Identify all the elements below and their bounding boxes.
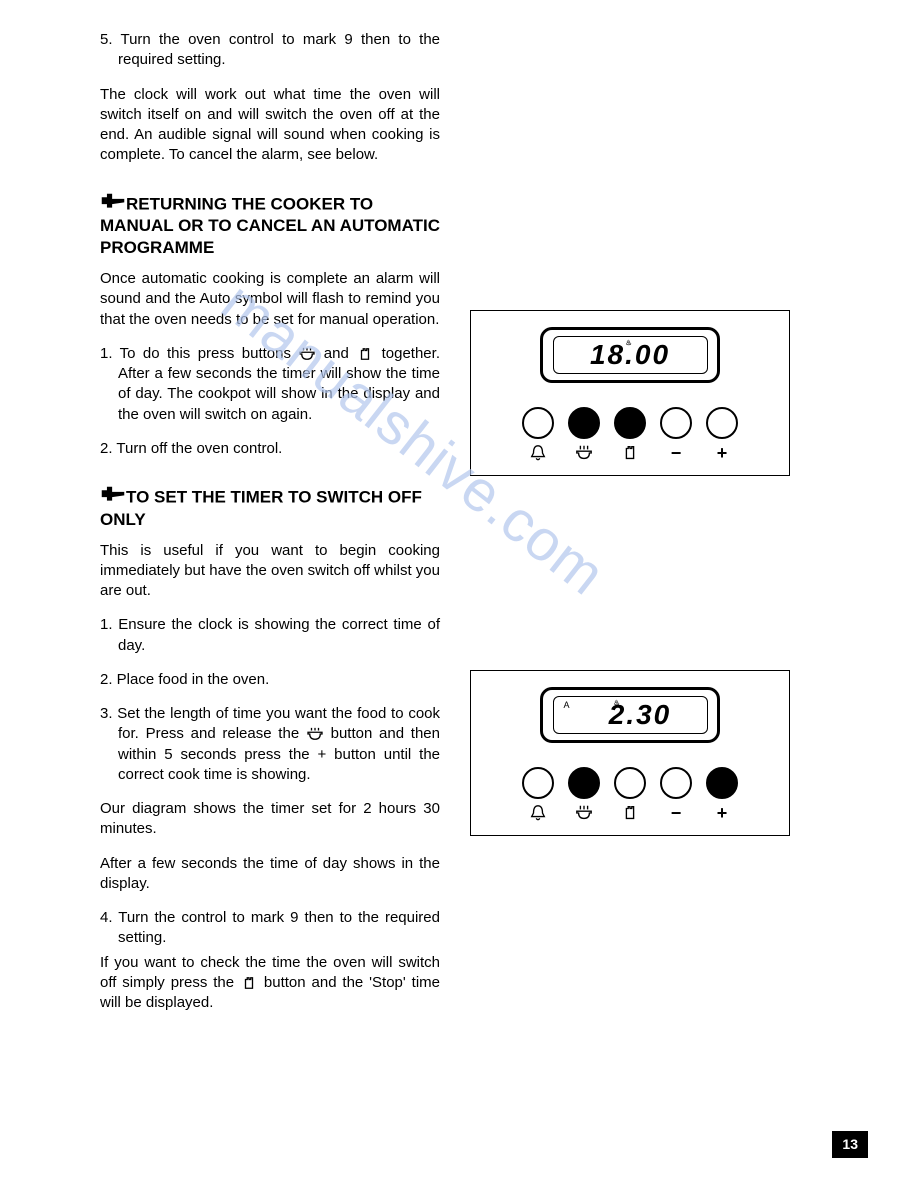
section2-step1: 1. Ensure the clock is showing the corre…: [100, 615, 440, 656]
lcd-indicator-2: ♨: [614, 699, 622, 708]
pot-icon: [568, 443, 600, 463]
stop-hand-icon: [614, 803, 646, 823]
section2-step3: 3. Set the length of time you want the f…: [100, 704, 440, 785]
timer-panel-2-wrap: A ♨ 2.30 − +: [470, 670, 790, 836]
pot-icon: [568, 803, 600, 823]
section2-step2: 2. Place food in the oven.: [100, 670, 440, 690]
pot-icon: [306, 727, 324, 741]
lcd-indicator-1: ♨: [626, 339, 634, 348]
lcd-frame-1: ♨ 18.00: [540, 327, 720, 383]
page-number: 13: [832, 1131, 868, 1158]
timer-panel-2: A ♨ 2.30 − +: [470, 670, 790, 836]
section2-after: After a few seconds the time of day show…: [100, 854, 440, 895]
timer1-btn-pot: [568, 407, 600, 439]
lcd-display-1: ♨ 18.00: [553, 336, 708, 374]
heading-returning: RETURNING THE COOKER TO MANUAL OR TO CAN…: [100, 192, 440, 260]
timer-panel-1: ♨ 18.00 − +: [470, 310, 790, 476]
pointing-hand-icon: [100, 192, 126, 209]
timer1-btn-stop: [614, 407, 646, 439]
label-row-1: − +: [483, 443, 777, 463]
timer1-btn-plus: [706, 407, 738, 439]
section2-diagram-note: Our diagram shows the timer set for 2 ho…: [100, 799, 440, 840]
step1-text-a: 1. To do this press buttons: [100, 345, 298, 362]
timer-panel-1-wrap: ♨ 18.00 − +: [470, 310, 790, 476]
intro-step5: 5. Turn the oven control to mark 9 then …: [100, 30, 440, 71]
step1-text-b: and: [316, 345, 356, 362]
lcd-frame-2: A ♨ 2.30: [540, 687, 720, 743]
timer2-btn-stop: [614, 767, 646, 799]
plus-icon: +: [706, 803, 738, 823]
heading-timer-off-text: TO SET THE TIMER TO SWITCH OFF ONLY: [100, 487, 422, 528]
bell-icon: [522, 803, 554, 823]
section1-step1: 1. To do this press buttons and together…: [100, 344, 440, 425]
page-content: 5. Turn the oven control to mark 9 then …: [0, 0, 918, 1057]
heading-timer-off: TO SET THE TIMER TO SWITCH OFF ONLY: [100, 485, 440, 531]
button-row-2: [483, 767, 777, 799]
left-column: 5. Turn the oven control to mark 9 then …: [100, 30, 440, 1027]
timer1-btn-minus: [660, 407, 692, 439]
minus-icon: −: [660, 443, 692, 463]
heading-returning-text: RETURNING THE COOKER TO MANUAL OR TO CAN…: [100, 194, 440, 257]
label-row-2: − +: [483, 803, 777, 823]
section2-para: This is useful if you want to begin cook…: [100, 541, 440, 602]
stop-hand-icon: [356, 347, 374, 361]
timer1-btn-bell: [522, 407, 554, 439]
timer2-btn-minus: [660, 767, 692, 799]
stop-hand-icon: [614, 443, 646, 463]
timer2-btn-pot: [568, 767, 600, 799]
timer2-btn-plus: [706, 767, 738, 799]
minus-icon: −: [660, 803, 692, 823]
section1-para: Once automatic cooking is complete an al…: [100, 269, 440, 330]
section1-step2: 2. Turn off the oven control.: [100, 439, 440, 459]
pointing-hand-icon: [100, 485, 126, 502]
lcd-auto-indicator: A: [564, 699, 572, 711]
section2-step4: 4. Turn the control to mark 9 then to th…: [100, 908, 440, 949]
lcd-display-2: A ♨ 2.30: [553, 696, 708, 734]
stop-hand-icon: [240, 976, 258, 990]
section2-check: If you want to check the time the oven w…: [100, 953, 440, 1014]
intro-para: The clock will work out what time the ov…: [100, 85, 440, 166]
bell-icon: [522, 443, 554, 463]
lcd-value-2: 2.30: [589, 696, 672, 734]
right-column: ♨ 18.00 − +: [470, 30, 868, 1027]
plus-icon: +: [706, 443, 738, 463]
timer2-btn-bell: [522, 767, 554, 799]
pot-icon: [298, 347, 316, 361]
button-row-1: [483, 407, 777, 439]
